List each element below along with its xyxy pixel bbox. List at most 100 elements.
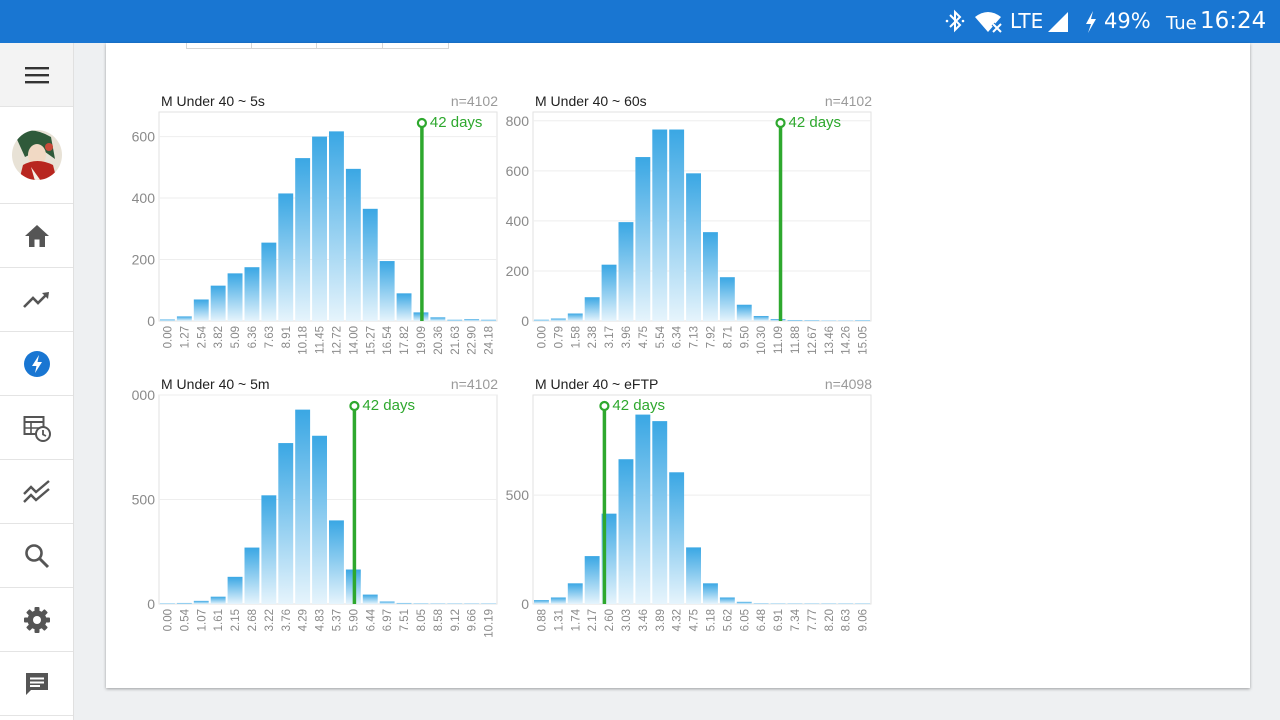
histogram-svg: 0 200 400 600 800 0.00 0.79 1.58 2.38 3.17 3.96 4.7… [506,111,872,355]
x-tick-label: 3.03 [621,609,633,631]
histogram-bar [652,129,668,321]
histogram-bar [753,315,769,321]
histogram-bar [396,293,412,321]
x-tick-label: 0.00 [162,609,174,631]
histogram-bar [329,520,344,604]
histogram-bar [261,242,277,321]
histogram-bar [804,320,820,321]
histogram-bar [176,602,192,604]
histogram-svg: 0 500 000 0.00 0.54 1.07 1.61 2.15 2.68 3.22 3.76 4… [132,387,498,638]
x-tick-label: 3.46 [638,609,650,631]
avatar-button[interactable] [0,107,73,204]
nav-settings[interactable] [0,588,73,652]
histogram-svg: 0 500 0.88 1.31 1.74 2.17 2.60 3.03 3.46 3.89 4.32… [506,394,872,631]
menu-icon [24,66,49,83]
histogram-bar [821,603,837,605]
marker-label: 42 days [612,397,665,414]
histogram-bar [481,603,496,605]
x-tick-label: 3.82 [213,326,225,348]
x-tick-label: 6.34 [672,325,684,348]
histogram-bar [379,261,395,321]
x-tick-label: 4.32 [672,609,684,631]
histogram-bar [736,601,752,604]
x-tick-label: 2.38 [587,326,599,348]
x-tick-label: 7.34 [790,608,802,631]
histogram-bar [396,602,412,604]
histogram-bar [567,583,583,604]
x-tick-label: 14.26 [841,326,853,355]
histogram-bar [295,158,311,321]
histogram-bar [312,435,327,604]
y-tick-label: 600 [132,129,156,145]
x-tick-label: 22.90 [467,326,479,355]
plot-frame [532,394,872,605]
x-tick-label: 1.07 [196,609,208,631]
y-tick-label: 0 [521,596,529,612]
nav-trends[interactable] [0,268,73,332]
chart-title: M Under 40 ~ 60s [535,93,647,109]
histogram-bar [362,208,378,321]
x-tick-label: 21.63 [450,326,462,355]
histogram-bar [295,409,311,604]
histogram-bar [787,319,803,321]
trending-icon [22,291,49,308]
x-tick-label: 11.09 [773,326,785,354]
x-tick-label: 11.88 [790,326,802,354]
histogram-bar [430,317,446,321]
histogram-bar [278,443,294,604]
x-tick-label: 6.91 [773,609,785,631]
nav-power[interactable] [0,332,73,396]
y-tick-label: 200 [132,252,156,268]
histogram-5s: M Under 40 ~ 5s n=4102 0 200 400 600 0.00 1.2… [112,90,502,360]
network-type: LTE [1010,9,1044,33]
histogram-bar [362,594,378,604]
sidebar [0,43,74,720]
histogram-bar [278,193,294,321]
y-tick-label: 400 [506,213,530,229]
x-tick-label: 8.58 [433,609,445,631]
x-tick-label: 7.51 [399,609,411,631]
histogram-bar [345,168,361,321]
histogram-60s: M Under 40 ~ 60s n=4102 0 200 400 600 800 0.0… [486,90,876,360]
x-tick-label: 5.18 [705,609,717,631]
nav-feedback[interactable] [0,652,73,716]
x-tick-label: 0.54 [179,608,191,631]
x-tick-label: 3.22 [264,609,276,631]
marker-dot [775,117,786,129]
histogram-bar [703,232,718,321]
nav-search[interactable] [0,524,73,588]
nav-calendar[interactable] [0,396,73,460]
histogram-bar [160,319,175,321]
histogram-bar [413,603,429,604]
histogram-bar [160,603,175,604]
x-tick-label: 19.09 [416,326,428,355]
plot-frame [158,111,498,322]
x-tick-label: 9.12 [450,609,462,631]
x-tick-label: 6.97 [382,609,394,631]
home-icon [24,224,49,247]
marker-dot [599,400,610,412]
x-tick-label: 5.54 [655,325,667,348]
y-tick-label: 500 [506,487,530,503]
histogram-bar [481,319,496,321]
y-tick-label: 0 [147,313,155,329]
histogram-bar [430,603,446,605]
histogram-bar [770,603,786,605]
menu-button[interactable] [0,43,73,107]
nav-home[interactable] [0,204,73,268]
x-tick-label: 15.27 [365,326,377,355]
x-tick-label: 1.58 [570,326,582,348]
marker-dot [349,400,360,412]
day-label: Tue [1166,13,1197,34]
histogram-bar [584,556,600,604]
x-tick-label: 4.75 [638,326,650,348]
compare-icon [22,479,50,503]
histogram-bar [703,583,718,604]
x-tick-label: 2.68 [247,609,259,631]
x-tick-label: 10.18 [298,326,310,355]
x-tick-label: 5.09 [230,326,242,348]
nav-compare[interactable] [0,460,73,524]
calendar-icon [23,415,51,442]
histogram-bar [618,459,634,604]
x-tick-label: 0.79 [553,326,565,348]
